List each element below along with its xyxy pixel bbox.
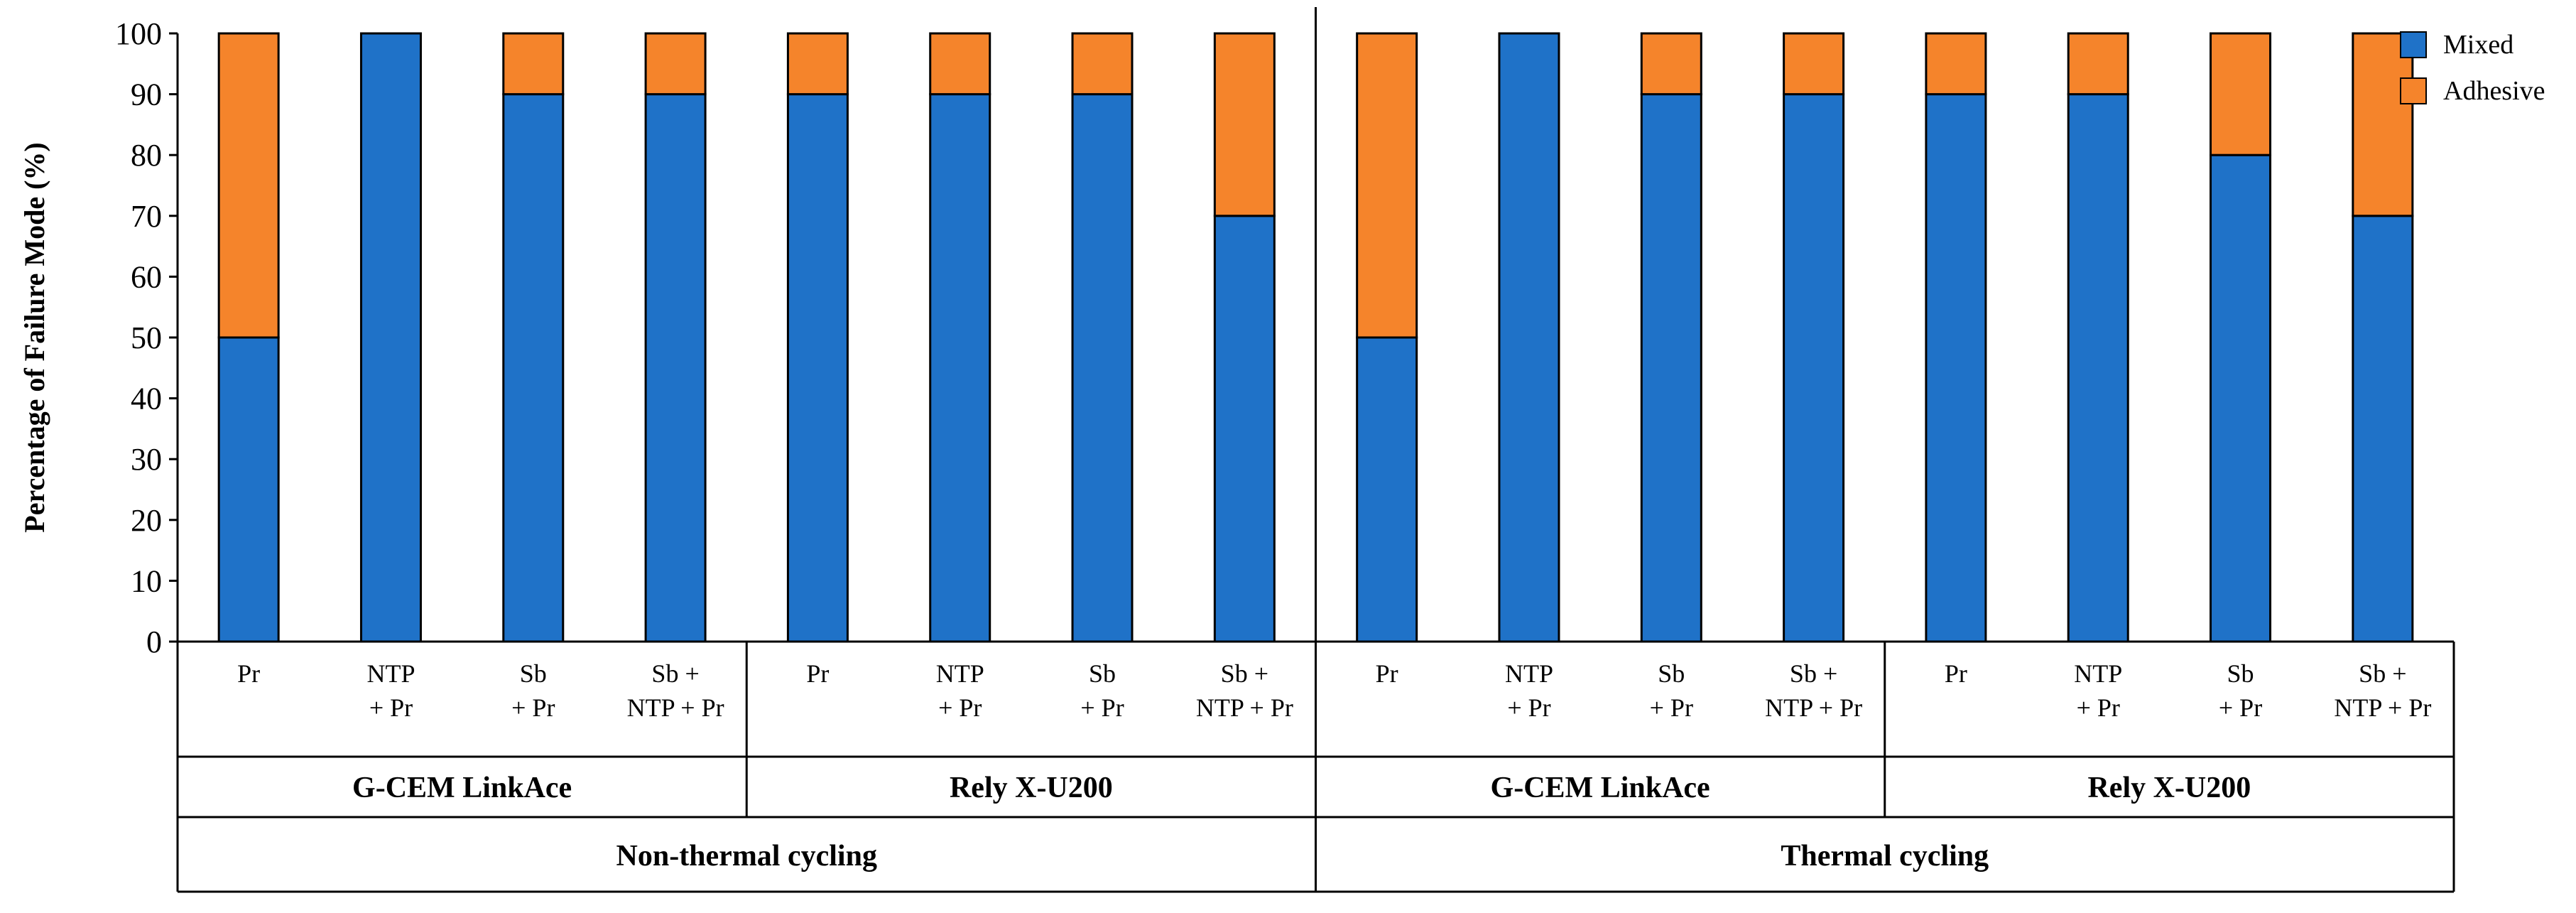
bar-mixed [1640,93,1702,643]
category-label: NTP + Pr [1196,693,1293,722]
category-label: NTP + Pr [1765,693,1862,722]
category-table: Pr NTP + Pr Sb + Pr Sb + NTP + Pr Pr NTP + Pr Sb + … [176,7,2455,893]
bar-mixed [1071,93,1134,643]
bar-adhesive [1783,32,1845,96]
bar-mixed [2352,215,2414,643]
category-label: Sb [1658,659,1685,688]
y-tick-label: 70 [131,199,162,234]
category-label: Sb + [1790,659,1837,688]
y-axis: 0 10 20 30 40 50 60 70 80 90 100 Percentage of Fail… [18,16,179,659]
bar-adhesive [786,32,849,96]
bar-adhesive [1071,32,1134,96]
bar-mixed [217,336,280,643]
category-label: + Pr [1080,693,1124,722]
y-tick-label: 0 [146,625,162,659]
y-tick-label: 30 [131,442,162,477]
category-label: Sb + [651,659,699,688]
category-label: + Pr [511,693,555,722]
y-tick-label: 80 [131,138,162,173]
y-tick-label: 50 [131,320,162,355]
bar-adhesive [644,32,707,96]
category-label: NTP [1505,659,1553,688]
category-label: Pr [237,659,260,688]
y-tick-label: 90 [131,77,162,112]
bar-mixed [359,32,422,643]
bar-mixed [929,93,991,643]
condition-group-label: Thermal cycling [1781,840,1989,873]
bar-mixed [1783,93,1845,643]
cement-group-label: Rely X-U200 [2087,772,2251,804]
bar-mixed [2067,93,2129,643]
category-label: Pr [1376,659,1398,688]
bar-adhesive [2067,32,2129,96]
bar-mixed [1925,93,1987,643]
legend-swatch-adhesive [2400,77,2427,104]
category-label: + Pr [1507,693,1550,722]
category-label: + Pr [938,693,982,722]
bar-adhesive [502,32,565,96]
bar-adhesive [217,32,280,339]
cement-group-label: G-CEM LinkAce [352,772,572,804]
category-label: + Pr [2219,693,2262,722]
bar-mixed [1356,336,1418,643]
category-label: Pr [1945,659,1967,688]
bar-adhesive [929,32,991,96]
y-tick-label: 60 [131,259,162,294]
category-label: Sb + [2359,659,2406,688]
legend-label-mixed: Mixed [2443,30,2513,60]
category-label: NTP [2074,659,2122,688]
bar-adhesive [1356,32,1418,339]
cement-group-label: Rely X-U200 [950,772,1113,804]
category-label: + Pr [369,693,413,722]
bar-mixed [1498,32,1560,643]
legend-swatch-mixed [2400,31,2427,58]
category-label: Sb [520,659,547,688]
cement-group-label: G-CEM LinkAce [1491,772,1710,804]
bar-adhesive [1213,32,1276,217]
legend: Mixed Adhesive [2400,30,2545,106]
y-tick-label: 10 [131,563,162,598]
bar-adhesive [2210,32,2272,156]
category-label: NTP + Pr [2334,693,2431,722]
condition-group-label: Non-thermal cycling [616,840,877,873]
category-label: Sb [2227,659,2254,688]
legend-label-adhesive: Adhesive [2443,76,2545,106]
y-tick-label: 40 [131,382,162,416]
bar-adhesive [1640,32,1702,96]
category-label: Sb + [1221,659,1268,688]
bars [217,32,2414,643]
y-axis-label: Percentage of Failure Mode (%) [18,142,50,532]
category-label: + Pr [1650,693,1693,722]
bar-mixed [644,93,707,643]
bar-mixed [502,93,565,643]
category-label: Pr [806,659,829,688]
bar-mixed [2210,153,2272,643]
bar-adhesive [2352,32,2414,217]
category-label: NTP [936,659,984,688]
bar-mixed [786,93,849,643]
y-tick-label: 100 [115,16,162,51]
bar-adhesive [1925,32,1987,96]
category-label: + Pr [2077,693,2120,722]
y-tick-label: 20 [131,503,162,538]
bar-mixed [1213,215,1276,643]
category-label: Sb [1089,659,1116,688]
category-label: NTP + Pr [627,693,724,722]
category-label: NTP [366,659,415,688]
